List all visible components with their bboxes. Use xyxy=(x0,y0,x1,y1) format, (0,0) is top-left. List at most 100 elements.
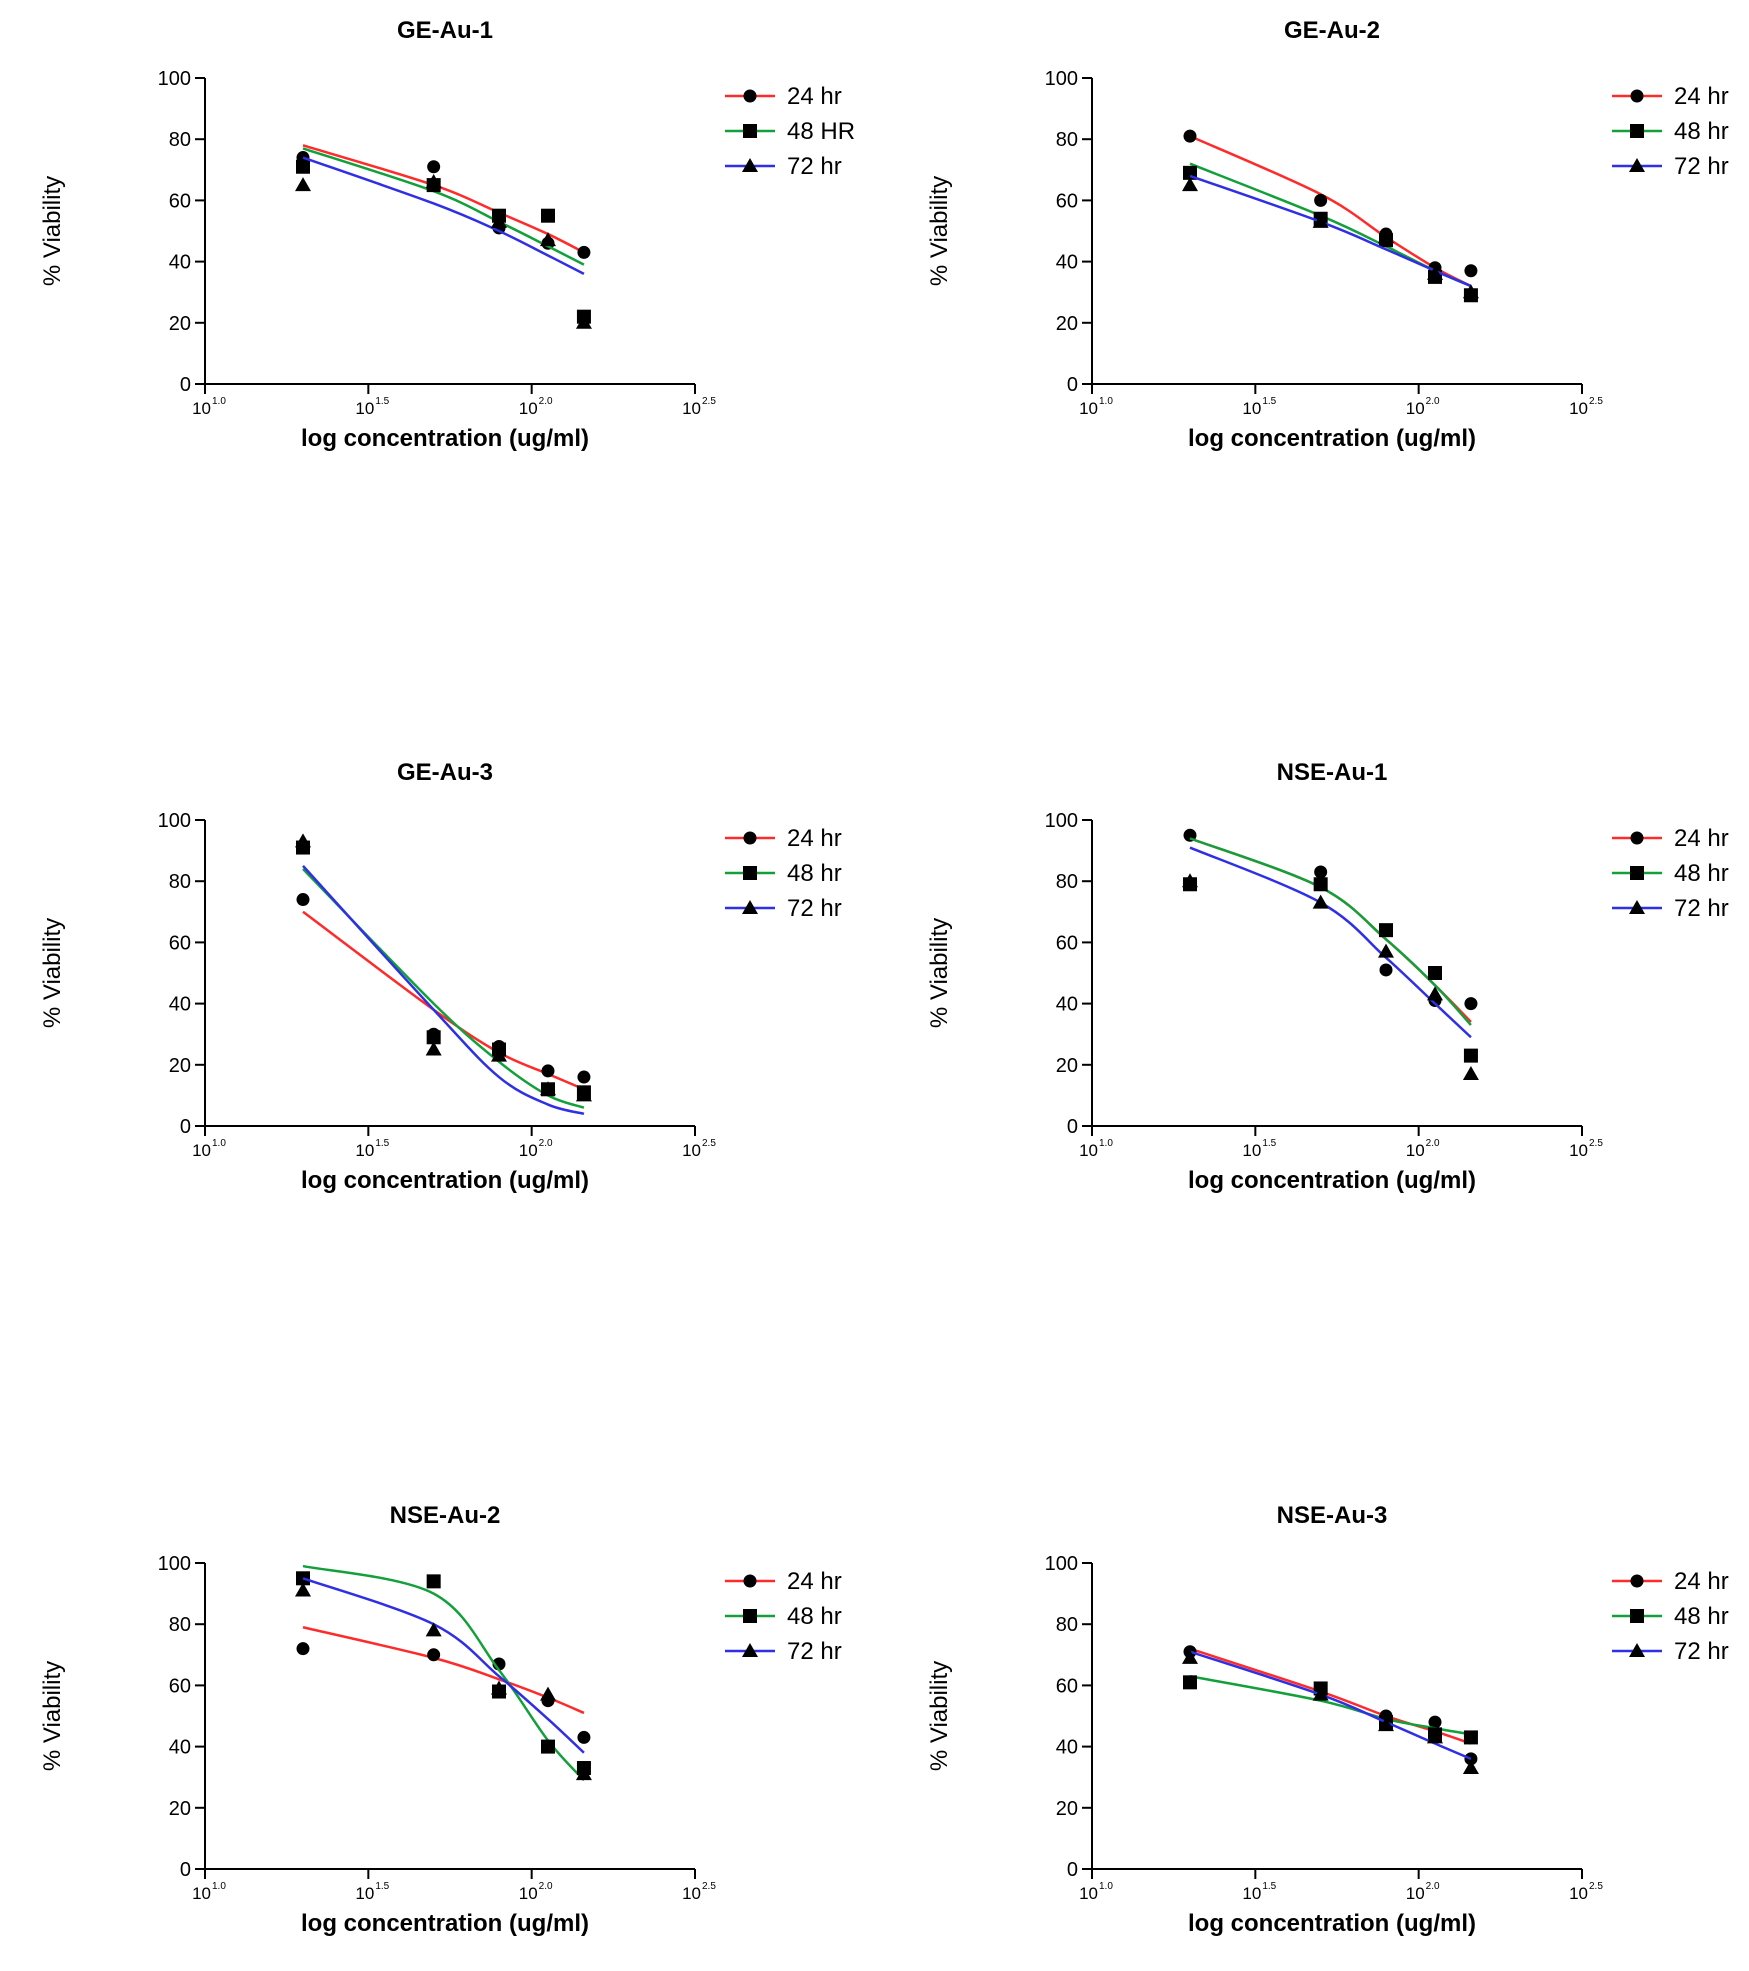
data-point xyxy=(296,159,310,174)
data-point xyxy=(1462,1760,1479,1775)
x-tick-label-exponent: 1.0 xyxy=(1099,396,1113,407)
legend-marker xyxy=(743,1609,757,1623)
x-tick-label-base: 10 xyxy=(1406,1884,1425,1903)
y-tick-label: 80 xyxy=(1056,871,1078,893)
legend-label: 24 hr xyxy=(1674,1568,1729,1595)
data-point xyxy=(1312,213,1329,228)
x-tick-label-exponent: 1.5 xyxy=(1262,1138,1276,1149)
data-point xyxy=(1182,177,1198,192)
x-axis-label: log concentration (ug/ml) xyxy=(301,1167,589,1194)
chart-title: GE-Au-1 xyxy=(397,17,493,44)
y-axis-label: % Viability xyxy=(39,918,66,1028)
fit-curve-48-hr xyxy=(1189,837,1472,1026)
data-point xyxy=(575,1766,592,1781)
legend-marker xyxy=(1630,1609,1644,1623)
x-tick-label-exponent: 2.5 xyxy=(702,1138,716,1149)
x-tick-label-base: 10 xyxy=(192,1141,211,1160)
legend-marker xyxy=(742,158,758,172)
x-tick-label-base: 10 xyxy=(192,1884,211,1903)
fit-curve-72-hr xyxy=(302,156,585,275)
fit-curve-72-hr xyxy=(1189,174,1472,288)
legend-marker xyxy=(1630,831,1644,845)
y-tick-label: 40 xyxy=(1056,994,1078,1016)
y-tick-label: 0 xyxy=(180,374,191,396)
x-tick-label-base: 10 xyxy=(192,399,211,418)
data-point xyxy=(1464,264,1478,278)
chart-title: GE-Au-3 xyxy=(397,759,493,786)
legend-label: 72 hr xyxy=(1674,1638,1729,1665)
x-tick-label-base: 10 xyxy=(1242,399,1261,418)
data-point xyxy=(540,1686,556,1701)
legend-label: 72 hr xyxy=(787,1638,842,1665)
x-tick-label-base: 10 xyxy=(519,1141,538,1160)
x-tick-label-exponent: 2.5 xyxy=(702,1881,716,1892)
data-point xyxy=(1378,1717,1394,1732)
y-tick-label: 0 xyxy=(1067,374,1078,396)
y-axis-label: % Viability xyxy=(926,1661,953,1771)
x-tick-label-base: 10 xyxy=(1406,399,1425,418)
x-tick-label-exponent: 1.5 xyxy=(1262,396,1276,407)
y-tick-label: 80 xyxy=(169,129,191,151)
legend-label: 48 hr xyxy=(1674,118,1729,145)
fit-curve-24-hr xyxy=(1189,837,1472,1023)
data-point xyxy=(1427,986,1443,1001)
data-point xyxy=(1378,229,1394,244)
data-point xyxy=(1462,284,1479,299)
data-point xyxy=(1464,997,1478,1011)
data-point xyxy=(541,208,555,223)
y-tick-label: 60 xyxy=(1056,1675,1078,1697)
y-axis-label: % Viability xyxy=(926,176,953,286)
y-tick-label: 60 xyxy=(1056,932,1078,954)
data-point xyxy=(296,893,310,907)
y-tick-label: 80 xyxy=(169,871,191,893)
y-tick-label: 20 xyxy=(169,313,191,335)
y-tick-label: 40 xyxy=(169,1737,191,1759)
x-tick-label-exponent: 2.5 xyxy=(1589,396,1603,407)
data-point xyxy=(1183,1675,1197,1690)
y-tick-label: 80 xyxy=(169,1614,191,1636)
fit-curve-72-hr xyxy=(302,865,585,1115)
y-tick-label: 80 xyxy=(1056,129,1078,151)
y-tick-label: 60 xyxy=(169,1675,191,1697)
y-tick-label: 0 xyxy=(180,1859,191,1881)
y-tick-label: 60 xyxy=(169,190,191,212)
x-tick-label-exponent: 1.0 xyxy=(212,1881,226,1892)
legend-marker xyxy=(743,831,757,845)
legend-label: 24 hr xyxy=(787,825,842,852)
x-tick-label-exponent: 2.0 xyxy=(1426,1138,1440,1149)
data-point xyxy=(1182,873,1198,888)
data-point xyxy=(427,1648,441,1662)
y-tick-label: 100 xyxy=(158,810,191,832)
data-point xyxy=(1463,1048,1478,1063)
x-axis-label: log concentration (ug/ml) xyxy=(1188,1167,1476,1194)
data-point xyxy=(295,1582,311,1597)
y-tick-label: 100 xyxy=(158,1553,191,1575)
chart-title: NSE-Au-1 xyxy=(1277,759,1388,786)
fit-curve-48-hr xyxy=(1189,1674,1472,1736)
x-tick-label-exponent: 2.5 xyxy=(1589,1138,1603,1149)
data-point xyxy=(575,314,592,329)
x-tick-label-base: 10 xyxy=(1569,1141,1588,1160)
x-tick-label-exponent: 2.0 xyxy=(1426,1881,1440,1892)
legend-marker xyxy=(1630,89,1644,103)
fit-curve-72-hr xyxy=(1189,1650,1472,1760)
data-point xyxy=(541,1739,555,1754)
data-point xyxy=(575,1087,592,1102)
x-tick-label-exponent: 1.0 xyxy=(212,396,226,407)
legend-label: 48 hr xyxy=(1674,1603,1729,1630)
data-point xyxy=(540,232,556,247)
fit-curve-24-hr xyxy=(302,1626,585,1715)
x-tick-label-base: 10 xyxy=(1569,1884,1588,1903)
data-point xyxy=(295,177,311,192)
fit-curve-48-hr xyxy=(302,147,585,266)
x-tick-label-base: 10 xyxy=(1079,1884,1098,1903)
x-tick-label-exponent: 2.0 xyxy=(1426,396,1440,407)
x-axis-label: log concentration (ug/ml) xyxy=(1188,425,1476,452)
y-tick-label: 40 xyxy=(169,252,191,274)
y-tick-label: 20 xyxy=(1056,1798,1078,1820)
y-tick-label: 40 xyxy=(1056,1737,1078,1759)
data-point xyxy=(1312,1686,1329,1701)
